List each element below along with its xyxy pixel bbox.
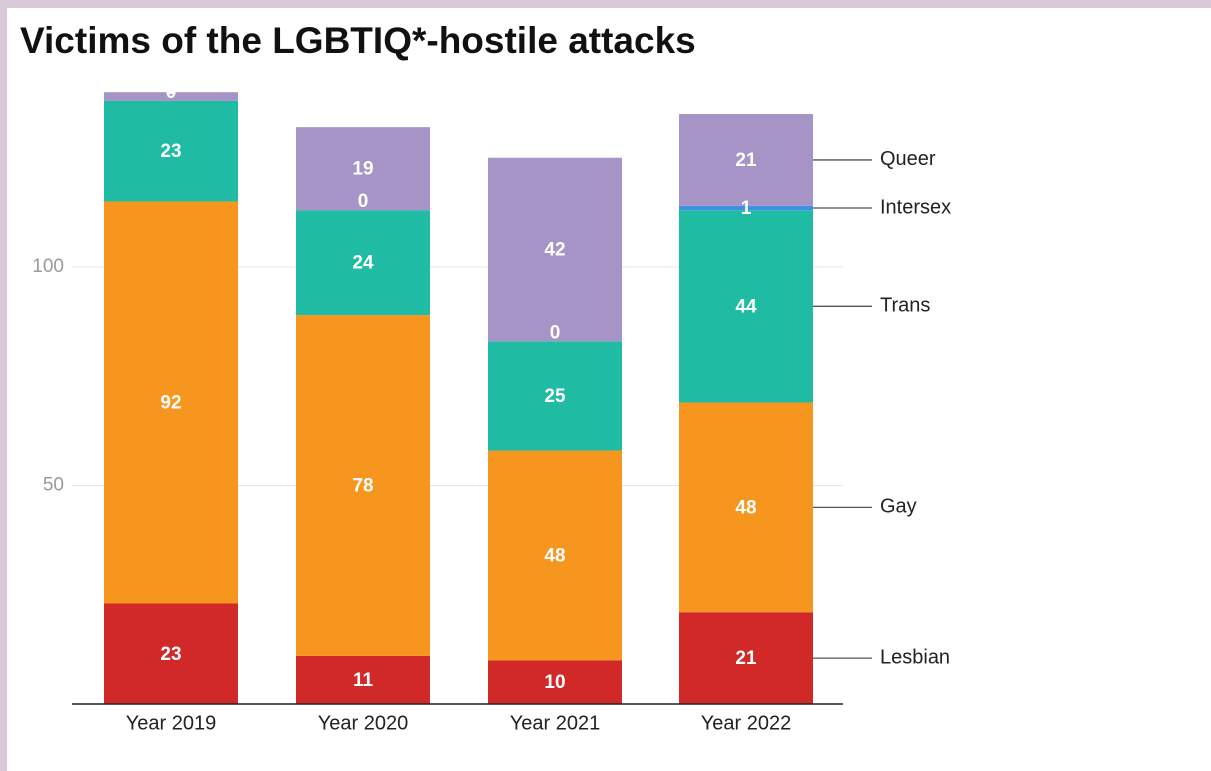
data-label-lesbian-2: 11 [353,670,374,691]
chart-title: Victims of the LGBTIQ*-hostile attacks [20,20,696,61]
bar-queer-1 [104,92,238,101]
data-label-gay-2: 78 [352,476,373,497]
legend-label-trans: Trans [880,295,930,317]
bar-lesbian-1 [104,603,238,704]
x-tick-label-3: Year 2021 [510,713,600,735]
bar-queer-4 [679,114,813,206]
legend-label-queer: Queer [880,148,936,170]
data-label-queer-2: 19 [352,159,373,180]
bar-trans-3 [488,341,622,451]
y-tick-label-100: 100 [32,256,64,277]
bar-lesbian-2 [296,655,430,704]
data-label-intersex-1: 0 [166,82,177,103]
bar-gay-4 [679,402,813,613]
data-label-gay-4: 48 [735,497,756,518]
bar-trans-1 [104,100,238,202]
x-tick-label-1: Year 2019 [126,713,216,735]
bars [104,92,813,704]
legend-label-lesbian: Lesbian [880,646,950,668]
data-label-trans-1: 23 [160,141,181,162]
data-label-trans-3: 25 [544,386,566,407]
legend-label-gay: Gay [880,496,917,518]
data-label-trans-2: 24 [352,253,374,274]
data-label-queer-1: 2 [166,78,177,99]
data-label-intersex-3: 0 [550,322,561,343]
data-label-intersex-4: 1 [741,198,752,219]
data-label-lesbian-3: 10 [544,672,565,693]
data-label-lesbian-1: 23 [160,644,181,665]
data-label-gay-1: 92 [160,392,181,413]
bar-gay-2 [296,315,430,656]
data-label-gay-3: 48 [544,545,565,566]
legend: Lesbian Gay Trans Intersex Queer [813,148,951,668]
data-label-queer-4: 21 [735,150,757,171]
bar-intersex-4 [679,205,813,211]
bar-lesbian-4 [679,612,813,704]
data-label-intersex-2: 0 [358,191,369,212]
bar-trans-2 [296,210,430,316]
x-tick-label-4: Year 2022 [701,713,791,735]
bar-gay-3 [488,450,622,661]
bar-queer-2 [296,127,430,211]
bar-gay-1 [104,201,238,604]
legend-label-intersex: Intersex [880,196,951,218]
y-tick-label-50: 50 [43,475,64,496]
data-label-lesbian-4: 21 [735,648,757,669]
data-label-trans-4: 44 [735,296,757,317]
data-label-queer-3: 42 [544,240,565,261]
bar-queer-3 [488,157,622,342]
x-tick-label-2: Year 2020 [318,713,408,735]
bar-lesbian-3 [488,660,622,704]
bar-trans-4 [679,210,813,403]
